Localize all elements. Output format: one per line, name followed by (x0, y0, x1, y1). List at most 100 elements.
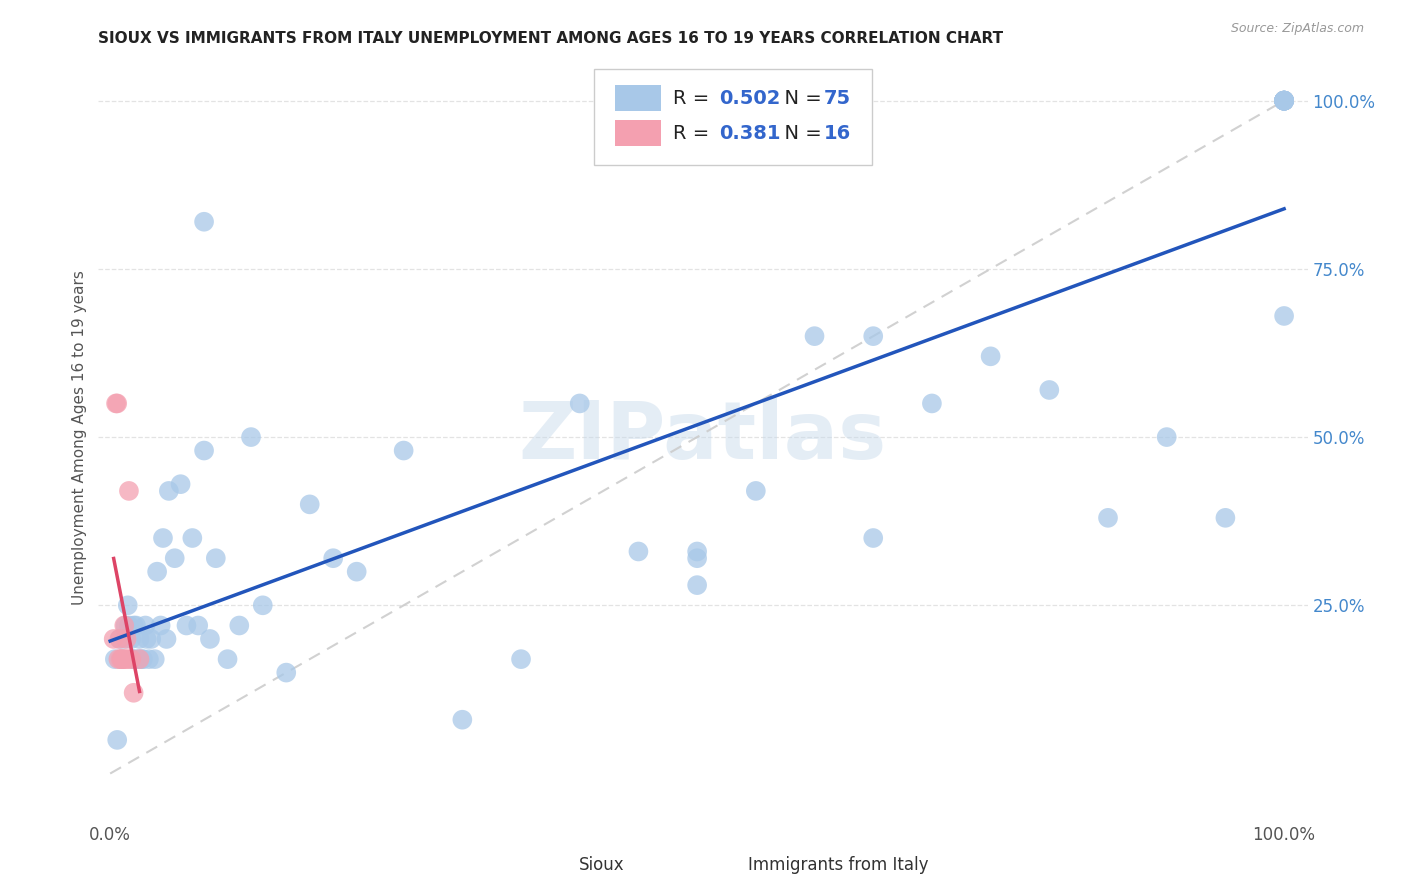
Point (115, 632, 138, 646)
Point (204, 551, 226, 566)
Point (1272, 94, 1295, 108)
Text: SIOUX VS IMMIGRANTS FROM ITALY UNEMPLOYMENT AMONG AGES 16 TO 19 YEARS CORRELATIO: SIOUX VS IMMIGRANTS FROM ITALY UNEMPLOYM… (98, 31, 1004, 46)
Point (686, 551, 709, 566)
Point (112, 652, 135, 666)
Point (118, 483, 141, 498)
Point (193, 215, 215, 229)
Point (134, 618, 156, 632)
Point (1272, 94, 1295, 108)
Point (143, 652, 166, 666)
Point (803, 329, 825, 343)
Point (181, 531, 204, 545)
Point (980, 349, 1002, 363)
Point (1272, 94, 1295, 108)
Text: 16: 16 (824, 124, 851, 143)
Point (112, 618, 135, 632)
Text: R =: R = (672, 88, 716, 108)
Point (105, 396, 128, 410)
Point (107, 652, 129, 666)
Point (108, 632, 131, 646)
Point (1097, 511, 1119, 525)
FancyBboxPatch shape (614, 120, 661, 146)
Point (193, 443, 215, 458)
Point (627, 544, 650, 558)
Point (346, 565, 368, 579)
Point (122, 618, 145, 632)
Text: 0.502: 0.502 (718, 88, 780, 108)
Point (120, 632, 142, 646)
Point (122, 686, 145, 700)
Text: N =: N = (772, 124, 828, 143)
Point (127, 652, 149, 666)
Point (228, 618, 250, 632)
Point (120, 652, 142, 666)
Point (276, 665, 298, 680)
Text: R =: R = (672, 124, 716, 143)
Point (128, 632, 150, 646)
Point (510, 652, 533, 666)
Point (686, 578, 709, 592)
Point (114, 618, 136, 632)
FancyBboxPatch shape (703, 854, 740, 877)
Point (138, 652, 160, 666)
Point (862, 531, 884, 545)
Point (128, 652, 150, 666)
Point (157, 483, 180, 498)
Point (117, 652, 139, 666)
Point (568, 396, 591, 410)
Point (1272, 94, 1295, 108)
Point (103, 632, 125, 646)
FancyBboxPatch shape (534, 854, 569, 877)
Point (1156, 430, 1178, 444)
Point (198, 632, 221, 646)
Point (1272, 94, 1295, 108)
Point (322, 551, 344, 566)
Text: 0.381: 0.381 (718, 124, 780, 143)
Point (1272, 94, 1295, 108)
Point (1215, 511, 1237, 525)
Point (217, 652, 239, 666)
Text: 75: 75 (824, 88, 851, 108)
Point (118, 618, 141, 632)
Point (105, 396, 128, 410)
Point (392, 443, 415, 458)
Point (451, 713, 474, 727)
Point (124, 652, 146, 666)
FancyBboxPatch shape (614, 85, 661, 112)
Point (152, 531, 174, 545)
Point (1038, 383, 1060, 397)
Point (187, 618, 209, 632)
Point (252, 599, 274, 613)
Point (862, 329, 884, 343)
Text: Sioux: Sioux (578, 856, 624, 874)
Point (921, 396, 943, 410)
Point (1272, 94, 1295, 108)
Text: ZIPatlas: ZIPatlas (519, 398, 887, 476)
Point (110, 652, 132, 666)
Point (108, 632, 131, 646)
Point (132, 652, 155, 666)
Point (121, 652, 143, 666)
Point (169, 477, 191, 491)
Point (1272, 94, 1295, 108)
Point (745, 483, 768, 498)
Point (105, 732, 128, 747)
Point (163, 551, 186, 566)
Point (112, 632, 135, 646)
Point (1272, 94, 1295, 108)
Point (117, 599, 139, 613)
Point (146, 565, 169, 579)
Point (176, 618, 198, 632)
Text: Source: ZipAtlas.com: Source: ZipAtlas.com (1230, 22, 1364, 36)
Point (1272, 94, 1295, 108)
Text: Immigrants from Italy: Immigrants from Italy (748, 856, 928, 874)
Text: N =: N = (772, 88, 828, 108)
Point (114, 652, 136, 666)
Point (240, 430, 263, 444)
Point (131, 652, 153, 666)
Point (111, 652, 134, 666)
FancyBboxPatch shape (595, 69, 872, 165)
Point (111, 652, 134, 666)
Y-axis label: Unemployment Among Ages 16 to 19 years: Unemployment Among Ages 16 to 19 years (72, 269, 87, 605)
Point (1272, 309, 1295, 323)
